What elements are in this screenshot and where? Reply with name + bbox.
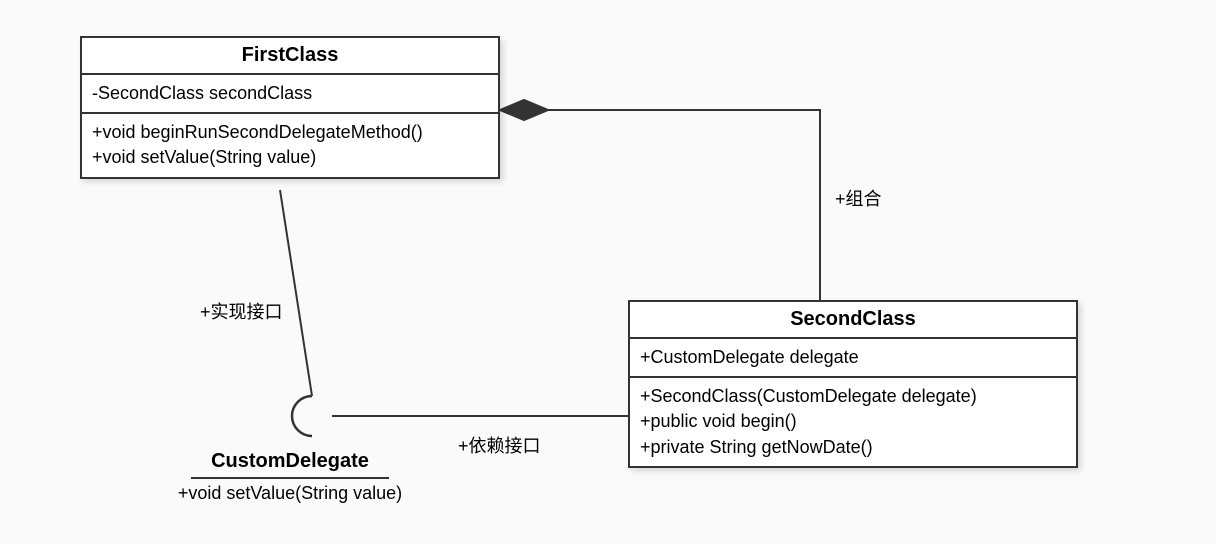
interface-socket — [292, 396, 312, 436]
second-class-attr-1: +CustomDelegate delegate — [640, 345, 1066, 370]
dependency-label: +依赖接口 — [458, 432, 541, 458]
composition-edge — [500, 110, 820, 300]
first-class-attr-1: -SecondClass secondClass — [92, 81, 488, 106]
custom-delegate-title: CustomDelegate — [191, 450, 389, 479]
composition-diamond — [500, 100, 548, 120]
first-class-methods: +void beginRunSecondDelegateMethod() +vo… — [82, 114, 498, 176]
custom-delegate-method-1: +void setValue(String value) — [140, 483, 440, 504]
uml-canvas: FirstClass -SecondClass secondClass +voi… — [0, 0, 1216, 544]
realization-label: +实现接口 — [200, 298, 283, 324]
second-class-attrs: +CustomDelegate delegate — [630, 339, 1076, 378]
second-class-method-2: +public void begin() — [640, 409, 1066, 434]
composition-label: +组合 — [835, 185, 882, 211]
second-class-title: SecondClass — [630, 302, 1076, 339]
second-class-box: SecondClass +CustomDelegate delegate +Se… — [628, 300, 1078, 468]
custom-delegate-interface: CustomDelegate +void setValue(String val… — [140, 450, 440, 504]
second-class-method-1: +SecondClass(CustomDelegate delegate) — [640, 384, 1066, 409]
first-class-title: FirstClass — [82, 38, 498, 75]
first-class-attrs: -SecondClass secondClass — [82, 75, 498, 114]
custom-delegate-methods: +void setValue(String value) — [140, 479, 440, 504]
second-class-method-3: +private String getNowDate() — [640, 435, 1066, 460]
realization-edge — [280, 190, 312, 396]
first-class-method-2: +void setValue(String value) — [92, 145, 488, 170]
second-class-methods: +SecondClass(CustomDelegate delegate) +p… — [630, 378, 1076, 466]
first-class-box: FirstClass -SecondClass secondClass +voi… — [80, 36, 500, 179]
first-class-method-1: +void beginRunSecondDelegateMethod() — [92, 120, 488, 145]
